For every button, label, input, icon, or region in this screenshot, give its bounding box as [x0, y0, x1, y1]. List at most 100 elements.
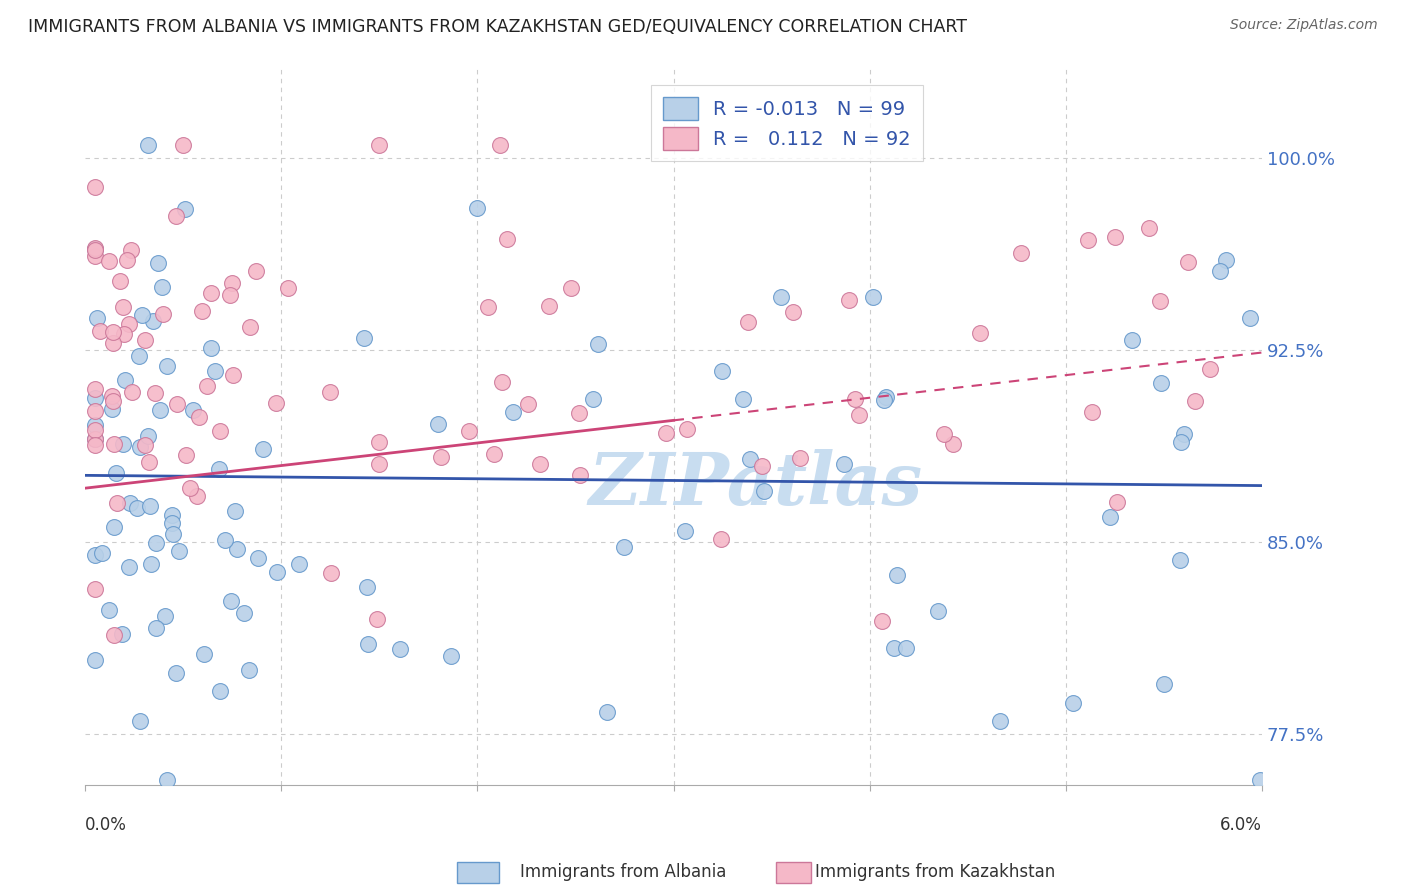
Point: [84, 438, 107, 452]
Point: [138, 455, 160, 469]
Point: [529, 458, 551, 472]
Point: [1199, 361, 1222, 376]
Point: [252, 442, 274, 457]
Point: [1121, 333, 1143, 347]
Point: [224, 504, 246, 518]
Point: [162, 526, 184, 541]
Point: [832, 457, 855, 471]
Point: [458, 424, 481, 438]
Point: [103, 520, 125, 534]
Point: [1177, 255, 1199, 269]
Point: [737, 315, 759, 329]
Point: [676, 422, 699, 436]
Point: [1295, 565, 1317, 579]
Point: [366, 611, 388, 625]
Point: [886, 567, 908, 582]
Point: [710, 364, 733, 378]
Point: [264, 396, 287, 410]
Point: [148, 403, 170, 417]
Point: [101, 326, 124, 340]
Point: [197, 379, 219, 393]
Point: [84, 403, 107, 417]
Point: [84, 392, 107, 406]
Text: ZIPatlas: ZIPatlas: [589, 449, 922, 519]
Legend: R = -0.013   N = 99, R =   0.112   N = 92: R = -0.013 N = 99, R = 0.112 N = 92: [651, 86, 922, 161]
Point: [875, 390, 897, 404]
Point: [357, 637, 380, 651]
Point: [389, 642, 412, 657]
Point: [179, 481, 201, 495]
Point: [368, 434, 391, 449]
Point: [174, 202, 197, 217]
Point: [932, 427, 955, 442]
Point: [200, 285, 222, 300]
Point: [162, 516, 184, 531]
Point: [86, 311, 108, 326]
Point: [208, 424, 231, 438]
Point: [166, 397, 188, 411]
Point: [121, 384, 143, 399]
Point: [1080, 405, 1102, 419]
Point: [769, 290, 792, 304]
Point: [118, 496, 141, 510]
Point: [1250, 772, 1272, 787]
Point: [277, 281, 299, 295]
Point: [321, 566, 343, 581]
Point: [883, 641, 905, 656]
Point: [118, 318, 141, 332]
Point: [125, 500, 148, 515]
Point: [568, 467, 591, 482]
Point: [990, 714, 1012, 728]
Point: [167, 543, 190, 558]
Point: [98, 254, 121, 268]
Point: [1139, 221, 1161, 235]
Point: [789, 451, 811, 466]
Point: [84, 179, 107, 194]
Point: [112, 437, 135, 451]
Point: [489, 138, 512, 153]
Point: [139, 557, 162, 571]
Point: [353, 331, 375, 345]
Point: [838, 293, 860, 307]
Point: [516, 397, 538, 411]
Point: [1239, 310, 1261, 325]
Point: [152, 307, 174, 321]
Point: [496, 232, 519, 246]
Point: [103, 437, 125, 451]
Point: [101, 389, 124, 403]
Point: [1099, 510, 1122, 524]
Point: [142, 314, 165, 328]
Point: [156, 772, 179, 787]
Text: 6.0%: 6.0%: [1220, 815, 1263, 834]
Point: [612, 540, 634, 554]
Point: [128, 349, 150, 363]
Point: [128, 714, 150, 728]
Point: [103, 628, 125, 642]
Point: [246, 550, 269, 565]
Point: [84, 423, 107, 437]
Point: [538, 299, 561, 313]
Point: [84, 417, 107, 432]
Point: [1215, 253, 1237, 268]
Point: [655, 425, 678, 440]
Point: [1149, 293, 1171, 308]
Point: [136, 429, 159, 443]
Point: [1209, 264, 1232, 278]
Point: [134, 438, 156, 452]
Point: [84, 653, 107, 667]
Point: [221, 276, 243, 290]
Point: [1104, 230, 1126, 244]
Point: [101, 402, 124, 417]
Point: [582, 392, 605, 407]
Point: [145, 536, 167, 550]
Point: [156, 359, 179, 373]
Point: [200, 341, 222, 355]
Point: [193, 648, 215, 662]
Point: [233, 606, 256, 620]
Point: [105, 466, 128, 480]
Point: [1168, 553, 1191, 567]
Point: [1062, 696, 1084, 710]
Point: [204, 364, 226, 378]
Text: Source: ZipAtlas.com: Source: ZipAtlas.com: [1230, 18, 1378, 32]
Point: [560, 281, 582, 295]
